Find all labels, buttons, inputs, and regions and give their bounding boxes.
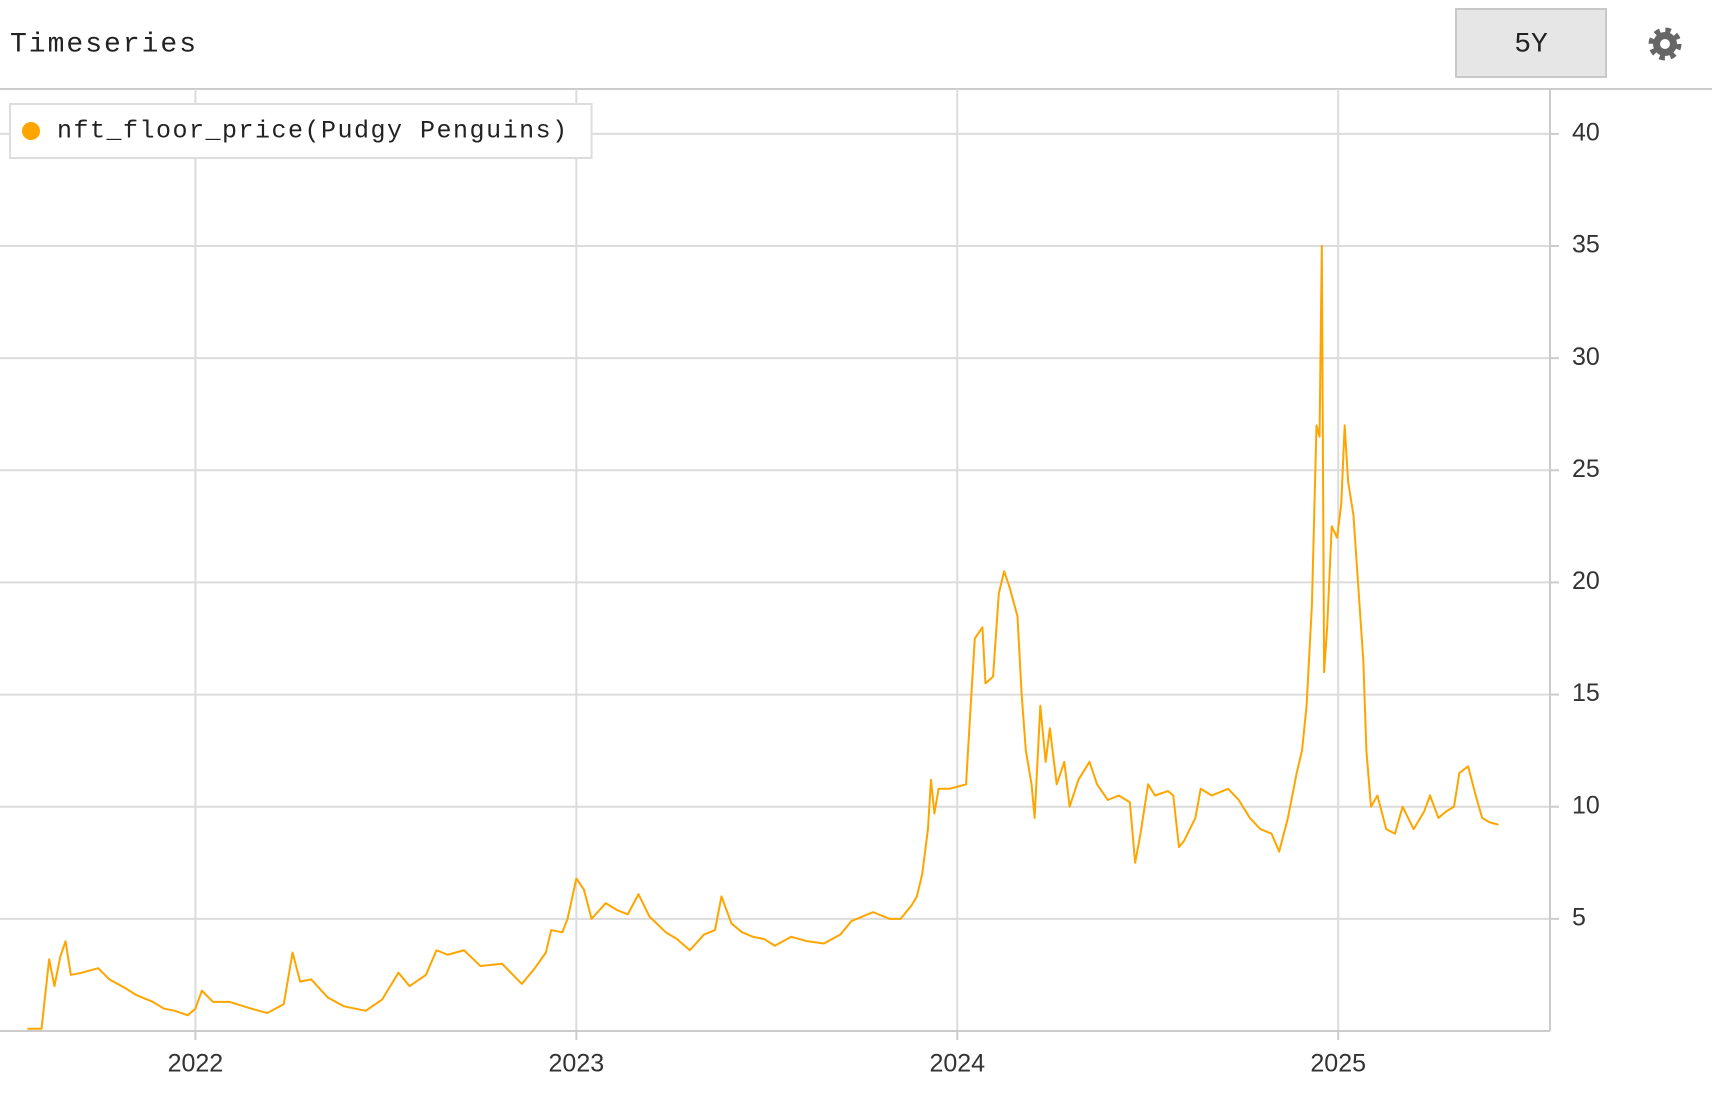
legend-label: nft_floor_price(Pudgy Penguins): [57, 117, 569, 146]
legend-box: [9, 103, 593, 159]
y-tick-label: 40: [1572, 118, 1600, 146]
x-tick-label: 2022: [168, 1050, 224, 1078]
y-tick-label: 20: [1572, 567, 1600, 595]
y-tick-label: 15: [1572, 679, 1600, 707]
x-tick-label: 2023: [549, 1050, 605, 1078]
x-tick-label: 2025: [1310, 1050, 1366, 1078]
panel-title: Timeseries: [10, 29, 198, 60]
range-button[interactable]: 5Y: [1455, 8, 1607, 78]
series-line: [27, 245, 1499, 1030]
gear-hole[interactable]: [1660, 39, 1670, 49]
gear-teeth[interactable]: [1648, 27, 1682, 61]
settings-gear[interactable]: [1648, 27, 1682, 61]
y-tick-label: 25: [1572, 455, 1600, 483]
y-tick-label: 35: [1572, 231, 1600, 259]
y-tick-label: 30: [1572, 343, 1600, 371]
range-button-bg[interactable]: [1455, 8, 1607, 78]
x-tick-label: 2024: [929, 1050, 985, 1078]
range-button-label[interactable]: 5Y: [1514, 29, 1548, 60]
y-tick-label: 10: [1572, 791, 1600, 819]
y-tick-label: 5: [1572, 903, 1586, 931]
legend-marker: [22, 122, 40, 140]
